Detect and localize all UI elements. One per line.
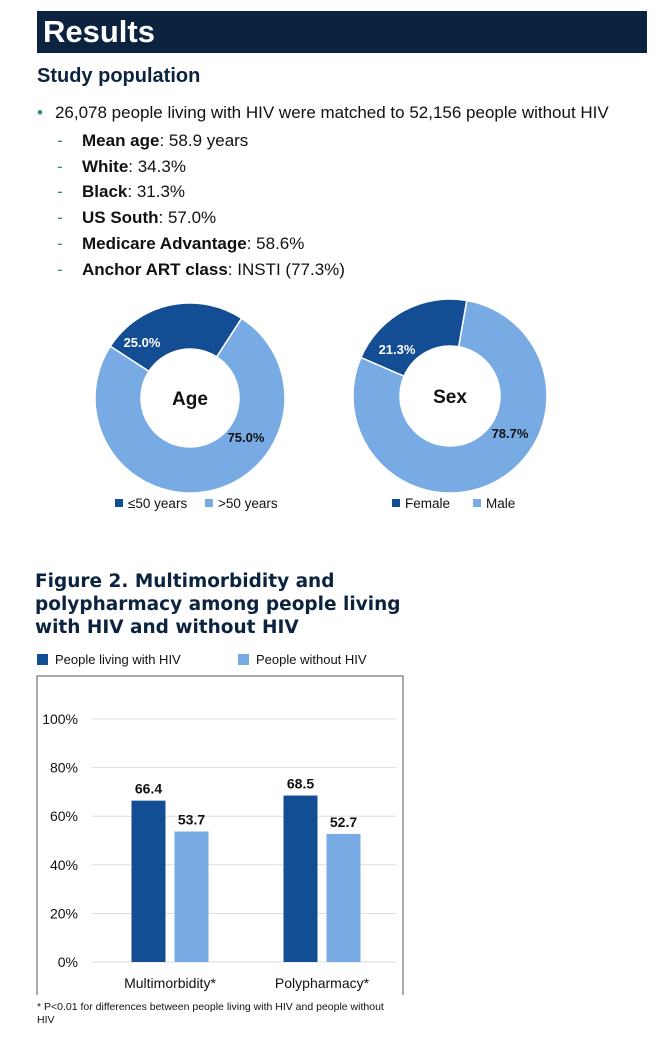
- legend-swatch: [473, 499, 481, 507]
- x-tick-label: Polypharmacy*: [275, 975, 370, 991]
- bar: [174, 831, 209, 962]
- stat-value: : INSTI (77.3%): [227, 260, 345, 279]
- stat-item: - Black: 31.3%: [57, 182, 186, 201]
- bar: [283, 795, 318, 962]
- donut-slice: [94, 317, 286, 494]
- bar-data-label: 68.5: [287, 776, 314, 792]
- stat-item: - White: 34.3%: [57, 157, 186, 176]
- stat-value: : 57.0%: [158, 208, 217, 227]
- plot-frame: [36, 675, 404, 995]
- stat-item: - Medicare Advantage: 58.6%: [57, 234, 305, 253]
- stat-value: : 31.3%: [127, 182, 186, 201]
- stat-label: Black: [82, 182, 128, 201]
- bar-data-label: 53.7: [178, 812, 205, 828]
- legend-swatch: [115, 499, 123, 507]
- y-tick-label: 80%: [50, 760, 78, 776]
- summary-bullet: • 26,078 people living with HIV were matc…: [37, 103, 609, 123]
- donut-data-label: 75.0%: [228, 430, 265, 445]
- results-header: Results: [37, 11, 647, 53]
- y-tick-label: 60%: [50, 808, 78, 824]
- stat-value: : 58.9 years: [159, 131, 249, 150]
- legend-swatch: [205, 499, 213, 507]
- y-tick-label: 40%: [50, 857, 78, 873]
- figure-title: Figure 2. Multimorbidity and polypharmac…: [35, 571, 401, 638]
- donut-data-label: 78.7%: [492, 426, 529, 441]
- stat-value: : 34.3%: [128, 157, 186, 176]
- donut-slice: [352, 299, 548, 494]
- donut-slice: [109, 302, 243, 373]
- legend-label: People living with HIV: [55, 652, 181, 667]
- bullet-text: 26,078 people living with HIV were match…: [54, 103, 609, 122]
- stat-label: US South: [82, 208, 159, 227]
- y-tick-label: 100%: [42, 711, 78, 727]
- donut-charts: Age 25.0% 75.0% ≤50 years >50 years Sex 21.3% 7…: [94, 298, 548, 511]
- bar: [326, 833, 361, 962]
- legend-label: ≤50 years: [128, 496, 187, 511]
- donut-data-label: 25.0%: [124, 335, 161, 350]
- bullet-marker: •: [37, 103, 43, 122]
- figure-footnote: * P<0.01 for differences between people …: [37, 1001, 384, 1026]
- donut-center-label: Sex: [433, 387, 467, 408]
- stat-label: White: [82, 157, 129, 176]
- y-tick-label: 0%: [58, 954, 78, 970]
- bar-data-label: 52.7: [330, 814, 357, 830]
- legend-label: >50 years: [218, 496, 278, 511]
- stat-label: Anchor ART class: [82, 260, 228, 279]
- legend-label: People without HIV: [256, 652, 367, 667]
- legend-label: Female: [405, 496, 450, 511]
- bar: [131, 800, 166, 962]
- legend-swatch: [238, 654, 249, 665]
- stat-item: - Mean age: 58.9 years: [57, 131, 249, 150]
- donut-data-label: 21.3%: [379, 342, 416, 357]
- x-tick-label: Multimorbidity*: [124, 975, 216, 991]
- stat-label: Medicare Advantage: [82, 234, 247, 253]
- bar-chart: People living with HIV People without HIV…: [36, 652, 404, 995]
- stat-item: - US South: 57.0%: [57, 208, 217, 227]
- y-tick-label: 20%: [50, 905, 78, 921]
- stat-item: - Anchor ART class: INSTI (77.3%): [57, 260, 345, 279]
- stat-value: : 58.6%: [246, 234, 305, 253]
- legend-swatch: [37, 654, 48, 665]
- legend-label: Male: [486, 496, 515, 511]
- stat-label: Mean age: [82, 131, 160, 150]
- section-title: Study population: [37, 65, 201, 87]
- donut-center-label: Age: [172, 389, 208, 410]
- legend-swatch: [392, 499, 400, 507]
- bar-data-label: 66.4: [135, 781, 162, 797]
- results-title: Results: [43, 14, 155, 49]
